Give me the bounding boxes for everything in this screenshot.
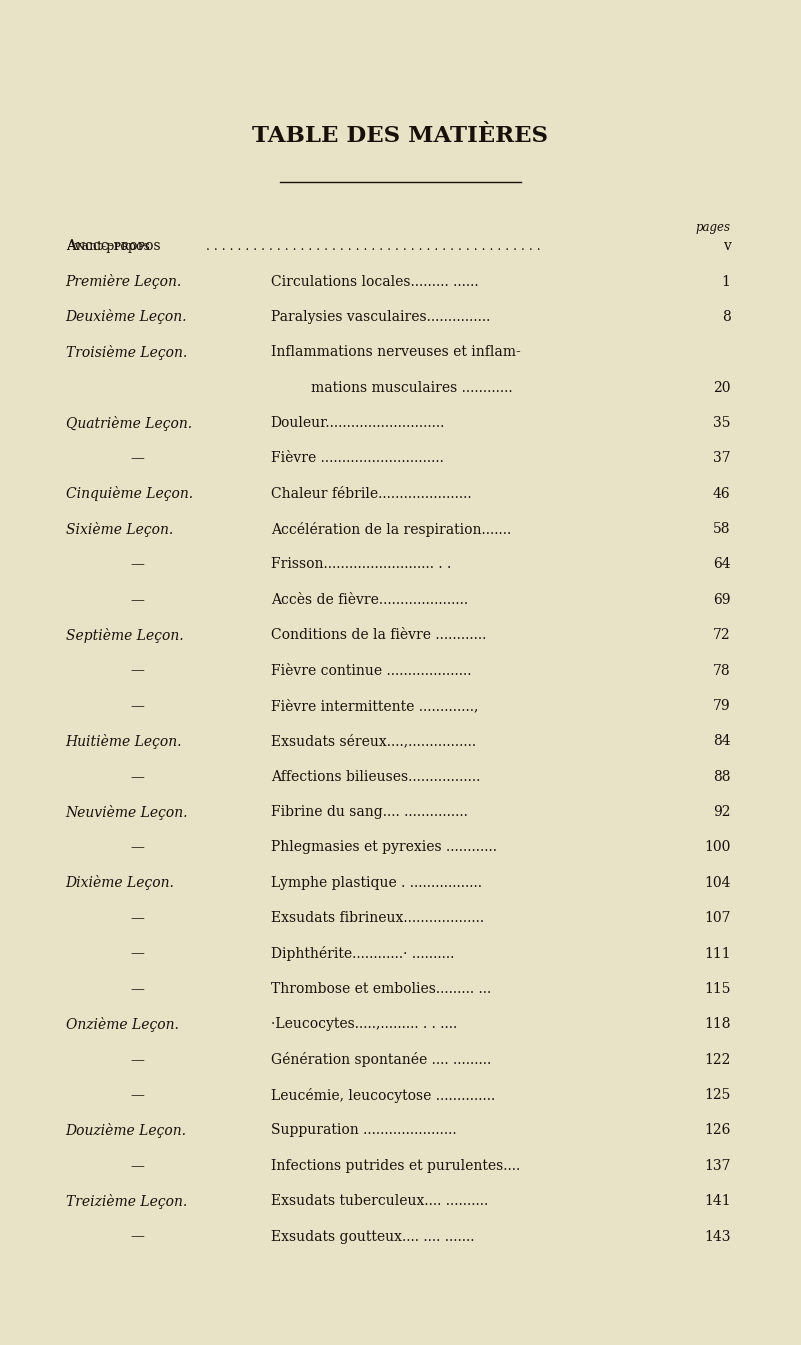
Text: 92: 92 <box>713 806 731 819</box>
Text: Neuvième Leçon.: Neuvième Leçon. <box>66 804 188 819</box>
Text: Avant-propos: Avant-propos <box>66 239 150 253</box>
Text: Affections bilieuses.................: Affections bilieuses................. <box>271 769 480 784</box>
Text: Paralysies vasculaires...............: Paralysies vasculaires............... <box>271 309 490 324</box>
Text: Quatrième Leçon.: Quatrième Leçon. <box>66 416 191 430</box>
Text: Deuxième Leçon.: Deuxième Leçon. <box>66 309 187 324</box>
Text: —: — <box>131 593 145 607</box>
Text: Exsudats séreux....,................: Exsudats séreux....,................ <box>271 734 476 748</box>
Text: 37: 37 <box>713 452 731 465</box>
Text: . . . . . . . . . . . . . . . . . . . . . . . . . . . . . . . . . . . . . . . . : . . . . . . . . . . . . . . . . . . . . … <box>206 239 541 253</box>
Text: 115: 115 <box>704 982 731 997</box>
Text: Suppuration ......................: Suppuration ...................... <box>271 1123 457 1138</box>
Text: Leucémie, leucocytose ..............: Leucémie, leucocytose .............. <box>271 1088 495 1103</box>
Text: Thrombose et embolies......... ...: Thrombose et embolies......... ... <box>271 982 491 997</box>
Text: 104: 104 <box>704 876 731 890</box>
Text: —: — <box>131 982 145 997</box>
Text: Cinquième Leçon.: Cinquième Leçon. <box>66 487 193 502</box>
Text: Exsudats goutteux.... .... .......: Exsudats goutteux.... .... ....... <box>271 1229 474 1244</box>
Text: 64: 64 <box>713 557 731 572</box>
Text: —: — <box>131 1229 145 1244</box>
Text: 20: 20 <box>713 381 731 394</box>
Text: 79: 79 <box>713 699 731 713</box>
Text: Douleur............................: Douleur............................ <box>271 416 445 430</box>
Text: 35: 35 <box>713 416 731 430</box>
Text: 137: 137 <box>704 1159 731 1173</box>
Text: Fièvre .............................: Fièvre ............................. <box>271 452 444 465</box>
Text: —: — <box>131 1053 145 1067</box>
Text: Troisième Leçon.: Troisième Leçon. <box>66 344 187 359</box>
Text: Exsudats fibrineux...................: Exsudats fibrineux................... <box>271 911 484 925</box>
Text: Dixième Leçon.: Dixième Leçon. <box>66 876 175 890</box>
Text: 46: 46 <box>713 487 731 500</box>
Text: Accélération de la respiration.......: Accélération de la respiration....... <box>271 522 511 537</box>
Text: 58: 58 <box>713 522 731 537</box>
Text: 84: 84 <box>713 734 731 748</box>
Text: Douzième Leçon.: Douzième Leçon. <box>66 1123 187 1138</box>
Text: —: — <box>131 769 145 784</box>
Text: pages: pages <box>695 221 731 234</box>
Text: Inflammations nerveuses et inflam-: Inflammations nerveuses et inflam- <box>271 346 521 359</box>
Text: TABLE DES MATIÈRES: TABLE DES MATIÈRES <box>252 125 549 147</box>
Text: Première Leçon.: Première Leçon. <box>66 274 182 289</box>
Text: 111: 111 <box>704 947 731 960</box>
Text: 8: 8 <box>722 309 731 324</box>
Text: —: — <box>131 841 145 854</box>
Text: —: — <box>131 452 145 465</box>
Text: 69: 69 <box>713 593 731 607</box>
Text: Fièvre intermittente .............,: Fièvre intermittente ............., <box>271 699 478 713</box>
Text: Fibrine du sang.... ...............: Fibrine du sang.... ............... <box>271 806 468 819</box>
Text: Onzième Leçon.: Onzième Leçon. <box>66 1017 179 1032</box>
Text: Diphthérite............· ..........: Diphthérite............· .......... <box>271 946 454 962</box>
Text: 126: 126 <box>704 1123 731 1138</box>
Text: 1: 1 <box>722 274 731 289</box>
Text: —: — <box>131 1159 145 1173</box>
Text: mations musculaires ............: mations musculaires ............ <box>311 381 513 394</box>
Text: 122: 122 <box>704 1053 731 1067</box>
Text: Treizième Leçon.: Treizième Leçon. <box>66 1194 187 1209</box>
Text: 125: 125 <box>704 1088 731 1102</box>
Text: Chaleur fébrile......................: Chaleur fébrile...................... <box>271 487 471 500</box>
Text: 143: 143 <box>704 1229 731 1244</box>
Text: Accès de fièvre.....................: Accès de fièvre..................... <box>271 593 468 607</box>
Text: —: — <box>131 947 145 960</box>
Text: Exsudats tuberculeux.... ..........: Exsudats tuberculeux.... .......... <box>271 1194 488 1208</box>
Text: Sixième Leçon.: Sixième Leçon. <box>66 522 173 537</box>
Text: —: — <box>131 557 145 572</box>
Text: Huitième Leçon.: Huitième Leçon. <box>66 734 182 749</box>
Text: Conditions de la fièvre ............: Conditions de la fièvre ............ <box>271 628 486 643</box>
Text: Phlegmasies et pyrexies ............: Phlegmasies et pyrexies ............ <box>271 841 497 854</box>
Text: —: — <box>131 663 145 678</box>
Text: —: — <box>131 911 145 925</box>
Text: Circulations locales......... ......: Circulations locales......... ...... <box>271 274 478 289</box>
Text: ·Leucocytes.....,......... . . ....: ·Leucocytes.....,......... . . .... <box>271 1017 457 1032</box>
Text: Septième Leçon.: Septième Leçon. <box>66 628 183 643</box>
Text: 100: 100 <box>704 841 731 854</box>
Text: Génération spontanée .... .........: Génération spontanée .... ......... <box>271 1052 491 1067</box>
Text: 88: 88 <box>713 769 731 784</box>
Text: 72: 72 <box>713 628 731 643</box>
Text: Lymphe plastique . .................: Lymphe plastique . ................. <box>271 876 481 890</box>
Text: 78: 78 <box>713 663 731 678</box>
Text: 107: 107 <box>704 911 731 925</box>
Text: Fièvre continue ....................: Fièvre continue .................... <box>271 663 471 678</box>
Text: 118: 118 <box>704 1017 731 1032</box>
Text: v: v <box>723 239 731 253</box>
Text: —: — <box>131 699 145 713</box>
Text: Infections putrides et purulentes....: Infections putrides et purulentes.... <box>271 1159 520 1173</box>
Text: Aɴᴄᴄᴄ-ᴘʀᴏᴘᴏѕ: Aɴᴄᴄᴄ-ᴘʀᴏᴘᴏѕ <box>66 239 160 253</box>
Text: 141: 141 <box>704 1194 731 1208</box>
Text: Frisson.......................... . .: Frisson.......................... . . <box>271 557 451 572</box>
Text: —: — <box>131 1088 145 1102</box>
